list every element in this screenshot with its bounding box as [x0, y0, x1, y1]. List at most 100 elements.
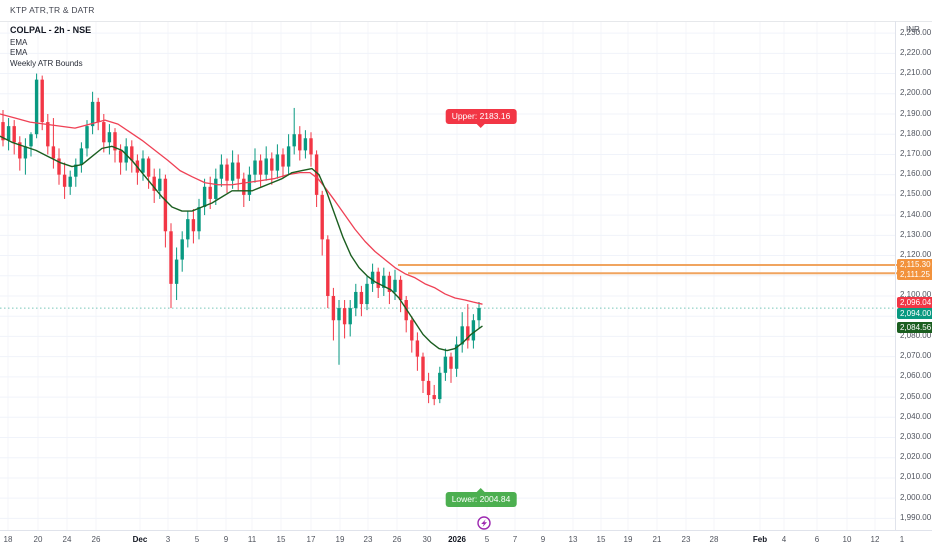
candle-body — [186, 219, 190, 240]
price-tick-label: 2,000.00 — [900, 492, 932, 502]
candle-body — [449, 356, 453, 369]
legend-symbol[interactable]: COLPAL - 2h - NSE — [10, 25, 92, 35]
candle-body — [225, 164, 229, 181]
arrow-down-pointer — [476, 123, 485, 132]
candle-body — [51, 146, 56, 159]
candle-body — [393, 279, 397, 292]
time-axis-label: 23 — [681, 535, 691, 544]
legend-item-weekly-atr-bounds[interactable]: Weekly ATR Bounds — [10, 58, 83, 68]
price-tick-label: 2,160.00 — [900, 169, 932, 179]
candle-body — [359, 291, 364, 305]
time-axis-label: 17 — [306, 535, 316, 544]
candle-body — [197, 207, 201, 232]
candle-body — [466, 326, 470, 341]
candle-body — [438, 372, 442, 400]
candle-body — [12, 126, 16, 143]
candle-body — [415, 340, 420, 357]
time-axis-label: 15 — [276, 535, 286, 544]
currency-label: INR — [906, 25, 920, 34]
candle-body — [365, 283, 369, 305]
candle-body — [253, 160, 257, 175]
time-axis-label: 5 — [484, 535, 490, 544]
candle-body — [370, 271, 375, 284]
candle-body — [382, 275, 386, 288]
time-axis-label: Dec — [132, 535, 148, 544]
candle-body — [247, 174, 252, 195]
price-tick-label: 2,180.00 — [900, 128, 932, 138]
candle-body — [23, 146, 28, 159]
atr-level-price-label: 2,115.30 — [897, 258, 932, 270]
candle-body — [102, 122, 106, 143]
candle-body — [107, 132, 112, 143]
candle-body — [398, 279, 403, 301]
candle-body — [275, 154, 280, 171]
candle-body — [331, 295, 336, 321]
time-axis-label: 5 — [194, 535, 200, 544]
candle-body — [270, 158, 274, 171]
time-axis-label: Feb — [752, 535, 768, 544]
candle-body — [286, 146, 291, 167]
legend-item-ema-1[interactable]: EMA — [10, 37, 28, 47]
time-axis-label: 3 — [165, 535, 171, 544]
price-tick-label: 2,100.00 — [900, 290, 932, 300]
candle-body — [152, 176, 156, 191]
price-axis[interactable]: INR 2,230.00 2,220.00 2,210.00 2,200.00 2,19… — [895, 21, 932, 530]
candle-body — [298, 134, 302, 151]
candle-body — [387, 275, 392, 292]
time-axis-label: 9 — [540, 535, 546, 544]
time-axis-label: 10 — [842, 535, 852, 544]
candle-body — [281, 154, 285, 167]
candle-body — [29, 134, 33, 147]
price-tick-label: 2,150.00 — [900, 189, 932, 199]
candle-body — [180, 239, 184, 260]
candle-body — [471, 320, 476, 341]
candle-body — [96, 101, 100, 123]
upper-atr-bound-text: Upper: 2183.16 — [451, 110, 511, 121]
time-axis-label: 4 — [781, 535, 787, 544]
price-tick-label: 2,190.00 — [900, 108, 932, 118]
time-axis-label: 30 — [422, 535, 432, 544]
time-axis-label: 26 — [392, 535, 402, 544]
time-axis-label: 19 — [335, 535, 345, 544]
price-tick-label: 2,070.00 — [900, 351, 932, 361]
time-axis-label: 9 — [223, 535, 229, 544]
candle-body — [454, 344, 459, 369]
candle-body — [6, 126, 11, 141]
chart-header-bar: KTP ATR,TR & DATR — [0, 0, 932, 22]
candle-body — [426, 380, 431, 396]
last-price-label: 2,094.00 — [897, 307, 932, 319]
candle-body — [214, 178, 218, 199]
candle-body — [236, 162, 240, 179]
event-lightning-icon[interactable] — [477, 516, 491, 530]
atr-level-price-label: 2,111.25 — [897, 268, 932, 280]
price-tick-label: 2,230.00 — [900, 27, 932, 37]
price-tick-label: 2,210.00 — [900, 68, 932, 78]
time-axis-label: 11 — [247, 535, 257, 544]
ema-slow-line — [0, 113, 483, 305]
candle-body — [191, 219, 196, 232]
time-axis-label: 21 — [652, 535, 662, 544]
candle-body — [174, 259, 179, 284]
time-axis[interactable]: 18 20 24 26 Dec 3 5 9 11 15 17 19 23 26 30 2026 5 7 9 13 15 1… — [0, 530, 932, 550]
candle-body — [90, 101, 95, 127]
candle-body — [79, 148, 84, 165]
legend-item-ema-2[interactable]: EMA — [10, 48, 28, 57]
candles-group — [1, 73, 481, 406]
ema-fast-price-label: 2,084.56 — [897, 321, 932, 333]
candle-body — [146, 158, 151, 177]
price-tick-label: 2,130.00 — [900, 229, 932, 239]
time-axis-label: 6 — [814, 535, 820, 544]
candle-body — [169, 231, 173, 284]
candle-body — [1, 122, 5, 141]
candle-body — [320, 194, 324, 240]
time-axis-label: 15 — [596, 535, 606, 544]
candle-body — [34, 79, 39, 135]
arrow-up-pointer — [476, 484, 485, 493]
price-tick-label: 2,030.00 — [900, 432, 932, 442]
candle-body — [264, 158, 268, 175]
price-tick-label: 2,080.00 — [900, 330, 932, 340]
chart-title: KTP ATR,TR & DATR — [10, 5, 95, 15]
price-tick-label: 2,020.00 — [900, 452, 932, 462]
time-axis-label: 13 — [568, 535, 578, 544]
